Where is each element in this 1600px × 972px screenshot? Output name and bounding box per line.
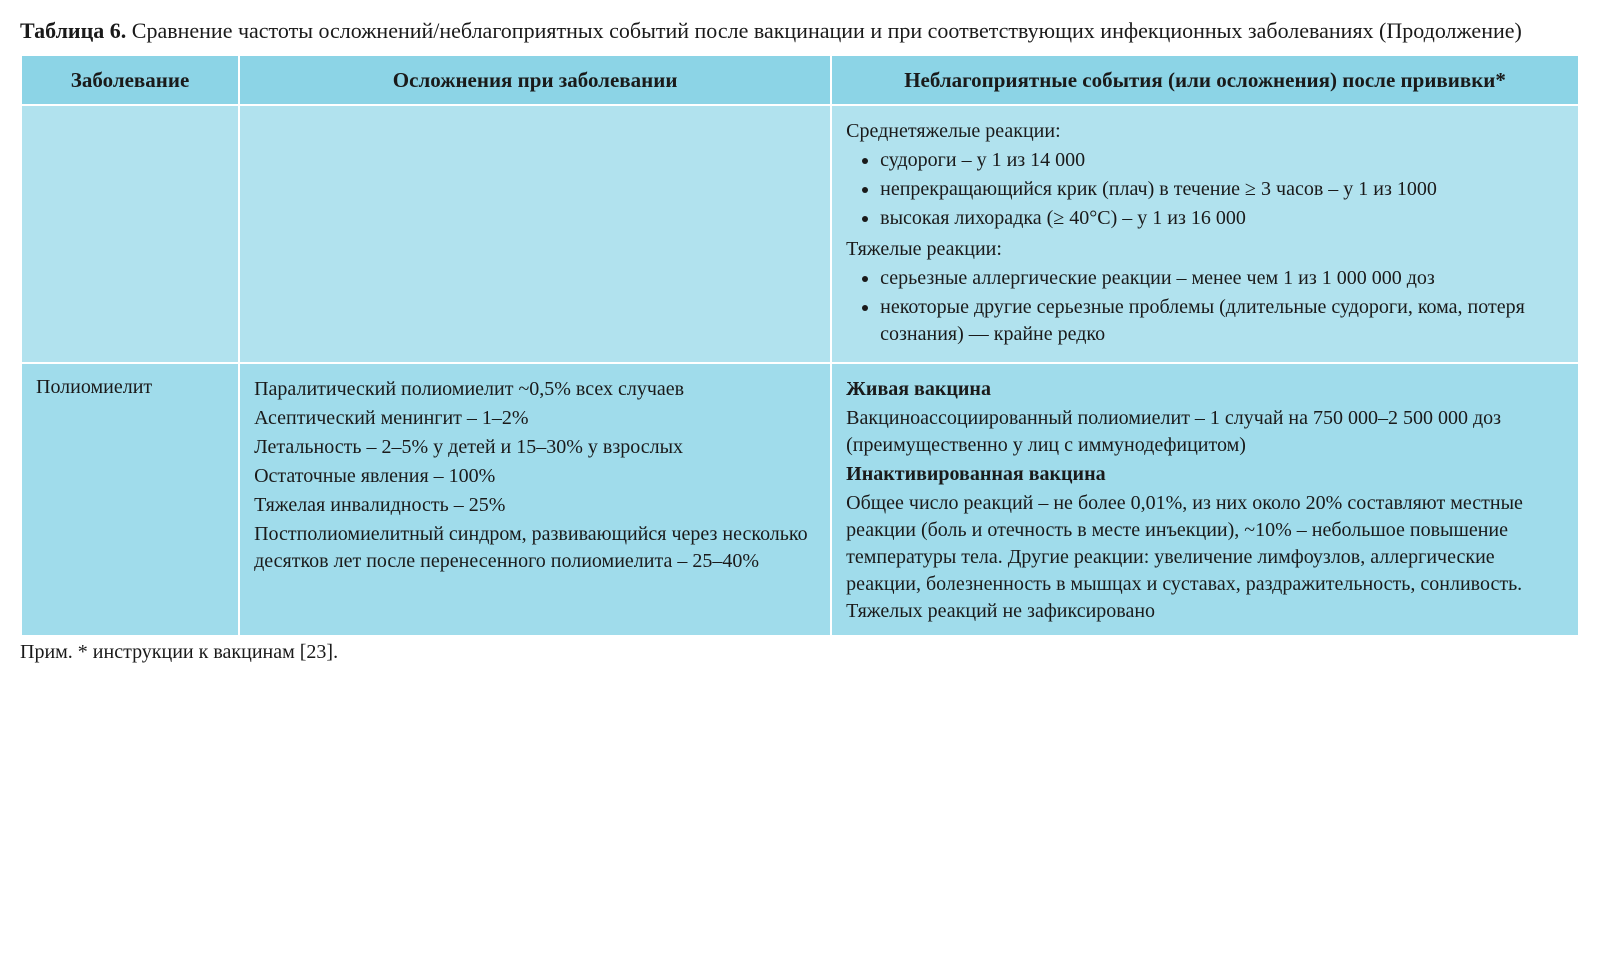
- cell-complications: [239, 105, 831, 363]
- complication-line: Паралитический полиомиелит ~0,5% всех сл…: [254, 376, 816, 403]
- complications-table: Заболевание Осложнения при заболевании Н…: [20, 54, 1580, 637]
- list-item: судороги – у 1 из 14 000: [880, 147, 1564, 174]
- moderate-reactions-label: Среднетяжелые реакции:: [846, 118, 1564, 145]
- cell-disease: [21, 105, 239, 363]
- complication-line: Асептический менингит – 1–2%: [254, 405, 816, 432]
- moderate-reactions-list: судороги – у 1 из 14 000 непрекращающийс…: [846, 147, 1564, 232]
- list-item: некоторые другие серьезные проблемы (дли…: [880, 294, 1564, 348]
- table-row: Среднетяжелые реакции: судороги – у 1 из…: [21, 105, 1579, 363]
- col-header-complications: Осложнения при заболевании: [239, 55, 831, 105]
- cell-complications: Паралитический полиомиелит ~0,5% всех сл…: [239, 363, 831, 636]
- live-vaccine-text: Вакциноассоциированный полиомиелит – 1 с…: [846, 405, 1564, 459]
- list-item: высокая лихорадка (≥ 40°C) – у 1 из 16 0…: [880, 205, 1564, 232]
- complication-line: Тяжелая инвалидность – 25%: [254, 492, 816, 519]
- table-caption: Таблица 6. Сравнение частоты осложнений/…: [20, 16, 1580, 46]
- caption-text: Сравнение частоты осложнений/неблагоприя…: [132, 18, 1522, 43]
- col-header-vaccine-events: Неблагоприятные события (или осложнения)…: [831, 55, 1579, 105]
- complication-line: Остаточные явления – 100%: [254, 463, 816, 490]
- severe-reactions-list: серьезные аллергические реакции – менее …: [846, 265, 1564, 348]
- table-row: Полиомиелит Паралитический полиомиелит ~…: [21, 363, 1579, 636]
- complication-line: Летальность – 2–5% у детей и 15–30% у вз…: [254, 434, 816, 461]
- cell-disease: Полиомиелит: [21, 363, 239, 636]
- cell-vaccine-events: Среднетяжелые реакции: судороги – у 1 из…: [831, 105, 1579, 363]
- caption-label: Таблица 6.: [20, 18, 126, 43]
- cell-vaccine-events: Живая вакцина Вакциноассоциированный пол…: [831, 363, 1579, 636]
- live-vaccine-label: Живая вакцина: [846, 376, 1564, 403]
- severe-reactions-label: Тяжелые реакции:: [846, 236, 1564, 263]
- table-footnote: Прим. * инструкции к вакцинам [23].: [20, 641, 1580, 664]
- list-item: непрекращающийся крик (плач) в течение ≥…: [880, 176, 1564, 203]
- inactivated-vaccine-text: Общее число реакций – не более 0,01%, из…: [846, 490, 1564, 625]
- list-item: серьезные аллергические реакции – менее …: [880, 265, 1564, 292]
- col-header-disease: Заболевание: [21, 55, 239, 105]
- inactivated-vaccine-label: Инактивированная вакцина: [846, 461, 1564, 488]
- complication-line: Постполиомиелитный синдром, развивающийс…: [254, 521, 816, 575]
